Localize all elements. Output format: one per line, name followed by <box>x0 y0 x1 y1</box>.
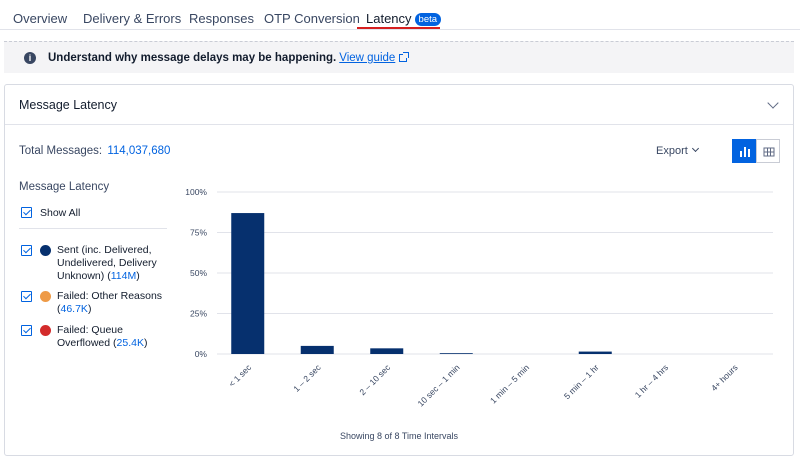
legend-dot-sent <box>40 245 51 256</box>
active-tab-indicator <box>357 27 440 29</box>
bar <box>578 351 612 354</box>
legend-divider <box>19 228 167 229</box>
info-banner: i Understand why message delays may be h… <box>4 41 794 73</box>
legend-label: Failed: Other Reasons <box>57 290 163 302</box>
legend-label: Failed: Queue Overflowed <box>57 324 123 349</box>
legend-dot-failed-other <box>40 291 51 302</box>
x-tick-label: 10 sec – 1 min <box>416 362 462 408</box>
view-guide-label: View guide <box>339 52 396 64</box>
show-all-label: Show All <box>40 207 81 219</box>
chart-view-button[interactable] <box>732 139 756 163</box>
legend-label: Sent (inc. Delivered, Undelivered, Deliv… <box>57 244 157 282</box>
x-tick-label: 1 – 2 sec <box>291 362 323 394</box>
bar <box>370 348 404 354</box>
total-messages: Total Messages: 114,037,680 <box>19 145 170 157</box>
latency-bar-chart: 0% 25% 50% 75% 100% < 1 sec 1 – 2 sec 2 – 10 se… <box>185 187 773 409</box>
total-messages-value: 114,037,680 <box>107 145 171 157</box>
legend-count: 114M <box>110 270 137 282</box>
card-title: Message Latency <box>19 98 117 112</box>
tab-responses[interactable]: Responses <box>189 11 255 26</box>
legend-count: 46.7K <box>60 303 88 315</box>
legend-dot-failed-queue <box>40 325 51 336</box>
y-tick-label: 0% <box>195 349 208 359</box>
show-all-checkbox[interactable] <box>21 207 32 218</box>
y-tick-label: 75% <box>190 228 207 238</box>
legend-title: Message Latency <box>19 181 110 193</box>
tab-delivery-errors[interactable]: Delivery & Errors <box>83 11 182 26</box>
tab-latency[interactable]: Latency beta <box>366 11 442 26</box>
x-tick-label: 1 min – 5 min <box>488 362 531 405</box>
legend-item-sent: Sent (inc. Delivered, Undelivered, Deliv… <box>57 244 157 282</box>
tab-bar: Overview Delivery & Errors Responses OTP… <box>0 0 800 30</box>
x-tick-label: 2 – 10 sec <box>357 362 392 397</box>
card-header[interactable]: Message Latency <box>5 85 793 125</box>
x-tick-label: 5 min – 1 hr <box>562 362 601 401</box>
y-tick-label: 25% <box>190 309 207 319</box>
y-tick-label: 50% <box>190 268 207 278</box>
export-label: Export <box>656 145 688 157</box>
view-guide-link[interactable]: View guide <box>339 52 410 64</box>
legend-item-failed-other: Failed: Other Reasons (46.7K) <box>57 290 163 315</box>
intervals-footer: Showing 8 of 8 Time Intervals <box>339 431 459 441</box>
info-icon: i <box>24 52 36 64</box>
bar <box>231 213 265 354</box>
message-latency-card: Message Latency Total Messages: 114,037,… <box>4 84 794 456</box>
legend-count: 25.4K <box>116 337 144 349</box>
external-link-icon <box>399 52 410 62</box>
legend-checkbox-failed-queue[interactable] <box>21 325 32 336</box>
x-tick-label: < 1 sec <box>227 362 254 389</box>
banner-message: Understand why message delays may be hap… <box>48 52 410 64</box>
bar <box>300 345 334 354</box>
tab-latency-label: Latency <box>366 11 412 26</box>
x-tick-label: 1 hr – 4 hrs <box>633 362 670 399</box>
beta-badge: beta <box>414 13 442 26</box>
total-messages-label: Total Messages: <box>19 145 103 157</box>
banner-text: Understand why message delays may be hap… <box>48 52 337 64</box>
tab-overview[interactable]: Overview <box>13 11 68 26</box>
bar <box>439 353 473 354</box>
x-tick-label: 4+ hours <box>709 362 740 393</box>
table-icon <box>763 147 775 157</box>
tab-otp-conversion[interactable]: OTP Conversion <box>264 11 360 26</box>
export-dropdown[interactable]: Export <box>656 144 699 157</box>
y-tick-label: 100% <box>185 187 207 197</box>
table-view-button[interactable] <box>756 139 780 163</box>
legend-checkbox-sent[interactable] <box>21 245 32 256</box>
legend-item-failed-queue: Failed: Queue Overflowed (25.4K) <box>57 324 148 349</box>
bar-chart-icon <box>740 147 750 157</box>
legend-checkbox-failed-other[interactable] <box>21 291 32 302</box>
